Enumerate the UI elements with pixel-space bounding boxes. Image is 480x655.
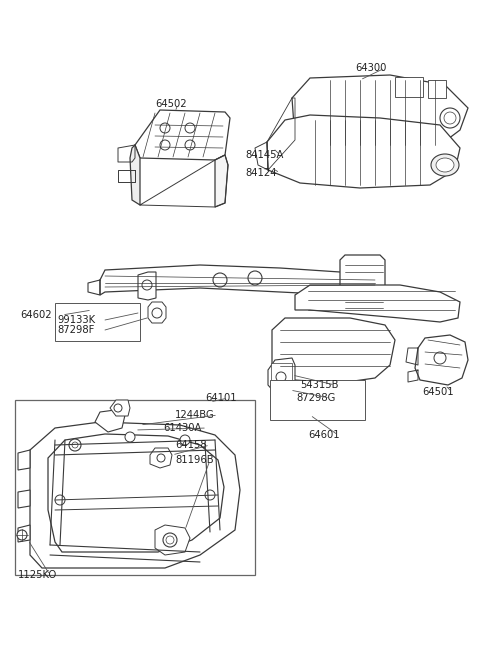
Circle shape [205, 490, 215, 500]
Circle shape [248, 271, 262, 285]
Circle shape [185, 123, 195, 133]
Text: 64158: 64158 [175, 440, 206, 450]
Bar [428, 80, 446, 98]
Circle shape [434, 352, 446, 364]
Circle shape [440, 108, 460, 128]
Text: 64502: 64502 [155, 99, 187, 109]
Bar [15, 400, 255, 575]
Circle shape [180, 435, 190, 445]
Polygon shape [272, 318, 395, 383]
Polygon shape [100, 265, 380, 295]
Polygon shape [148, 302, 166, 323]
Polygon shape [268, 358, 295, 393]
Polygon shape [110, 400, 130, 416]
Circle shape [160, 123, 170, 133]
Text: 87298F: 87298F [57, 325, 95, 335]
Text: 99133K: 99133K [57, 315, 95, 325]
Circle shape [152, 308, 162, 318]
Text: 64501: 64501 [422, 387, 454, 397]
Text: 61430A: 61430A [163, 423, 202, 433]
Bar [270, 380, 365, 420]
Text: 1244BG: 1244BG [175, 410, 215, 420]
Circle shape [163, 533, 177, 547]
Polygon shape [215, 155, 228, 207]
Circle shape [142, 280, 152, 290]
Circle shape [125, 432, 135, 442]
Text: 64300: 64300 [355, 63, 386, 73]
Circle shape [166, 536, 174, 544]
Polygon shape [295, 285, 460, 322]
Bar [395, 77, 423, 97]
Circle shape [114, 404, 122, 412]
Text: 1125KO: 1125KO [18, 570, 57, 580]
Polygon shape [130, 145, 140, 205]
Ellipse shape [436, 158, 454, 172]
Text: 84124: 84124 [245, 168, 276, 178]
Text: 64601: 64601 [308, 430, 340, 440]
Text: 64602: 64602 [20, 310, 52, 320]
Polygon shape [340, 255, 385, 312]
Polygon shape [18, 525, 30, 542]
Circle shape [72, 442, 78, 448]
Circle shape [17, 530, 27, 540]
Text: 87298G: 87298G [296, 393, 336, 403]
Polygon shape [135, 110, 230, 160]
Circle shape [160, 140, 170, 150]
Circle shape [157, 454, 165, 462]
Circle shape [69, 439, 81, 451]
Polygon shape [292, 75, 468, 150]
Bar [271, 363, 292, 390]
Circle shape [213, 273, 227, 287]
Circle shape [55, 495, 65, 505]
Polygon shape [267, 115, 460, 188]
Text: 84145A: 84145A [245, 150, 283, 160]
Polygon shape [155, 525, 190, 555]
Text: 64101: 64101 [205, 393, 237, 403]
Circle shape [444, 112, 456, 124]
Bar [55, 303, 140, 341]
Polygon shape [138, 272, 156, 300]
Polygon shape [30, 422, 240, 568]
Text: 81196B: 81196B [175, 455, 214, 465]
Polygon shape [415, 335, 468, 385]
Polygon shape [18, 450, 30, 470]
Circle shape [185, 140, 195, 150]
Ellipse shape [431, 154, 459, 176]
Text: 54315B: 54315B [300, 380, 338, 390]
Polygon shape [18, 490, 30, 508]
Polygon shape [150, 448, 172, 468]
Polygon shape [48, 434, 224, 552]
Polygon shape [95, 410, 125, 432]
Circle shape [276, 372, 286, 382]
